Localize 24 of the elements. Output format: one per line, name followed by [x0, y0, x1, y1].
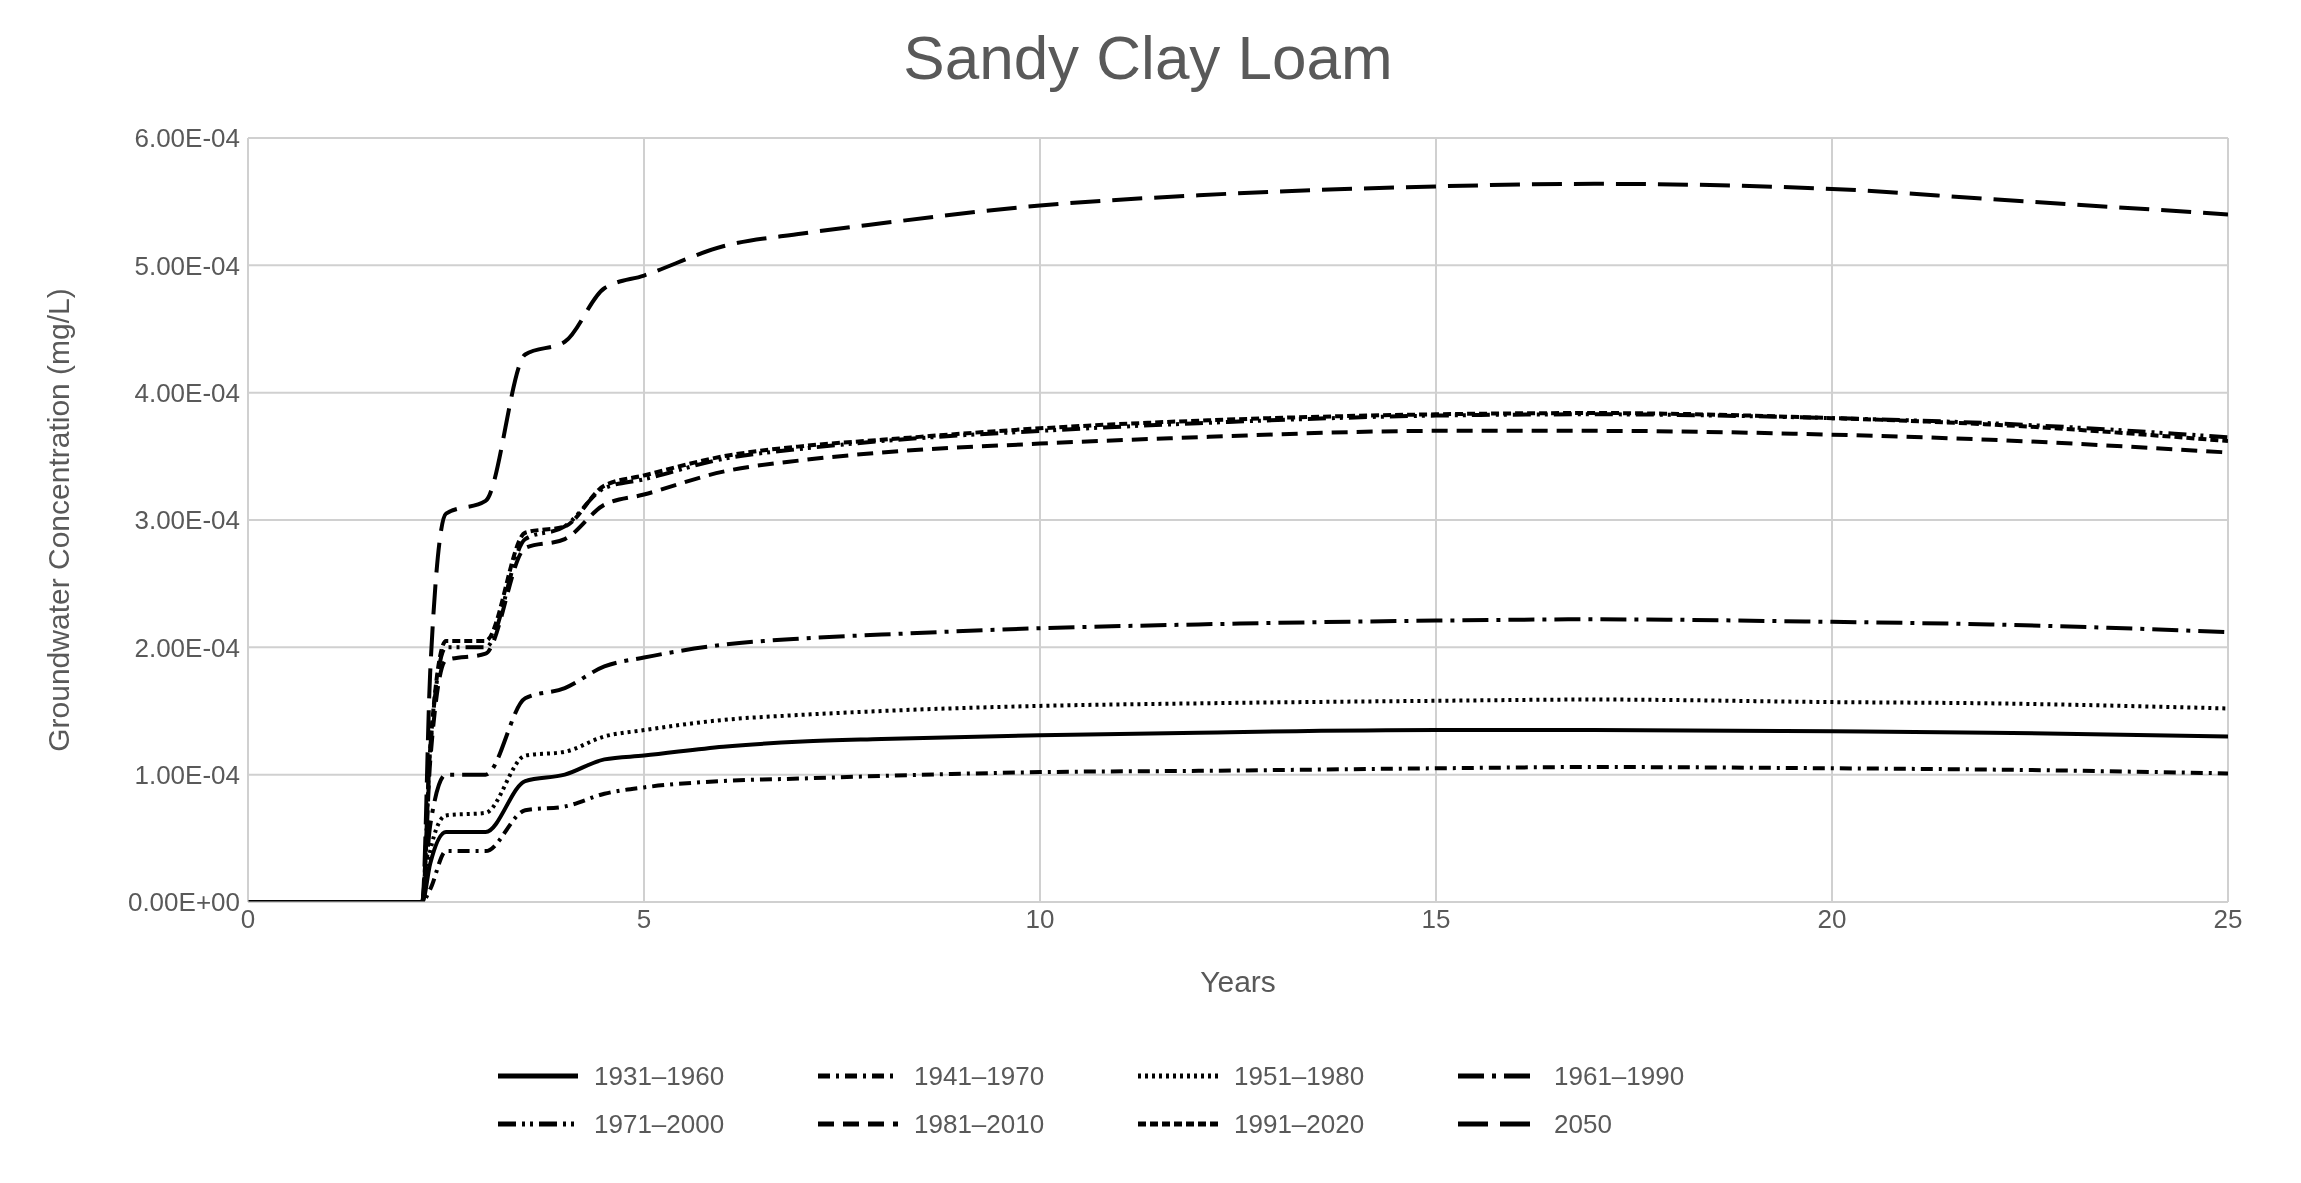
x-tick-label: 0 — [240, 904, 256, 935]
x-tick-label: 10 — [1025, 904, 1055, 935]
x-tick-label: 15 — [1421, 904, 1451, 935]
x-tick-label: 5 — [636, 904, 652, 935]
y-axis-title: Groundwater Concentration (mg/L) — [41, 288, 75, 752]
legend-label: 1981–2010 — [914, 1108, 1045, 1140]
y-tick-label: 6.00E-04 — [134, 123, 240, 154]
y-tick-label: 3.00E-04 — [134, 505, 240, 536]
y-tick-label: 0.00E+00 — [127, 887, 240, 918]
legend-label: 1941–1970 — [914, 1060, 1045, 1092]
x-tick-label: 20 — [1817, 904, 1847, 935]
y-tick-label: 2.00E-04 — [134, 632, 240, 663]
chart-title: Sandy Clay Loam — [902, 22, 1394, 94]
y-tick-label: 4.00E-04 — [134, 377, 240, 408]
legend-label: 1951–1980 — [1234, 1060, 1365, 1092]
x-tick-label: 25 — [2213, 904, 2243, 935]
legend-label: 1991–2020 — [1234, 1108, 1365, 1140]
y-tick-label: 5.00E-04 — [134, 250, 240, 281]
legend-label: 2050 — [1554, 1108, 1612, 1140]
y-tick-label: 1.00E-04 — [134, 759, 240, 790]
legend-label: 1961–1990 — [1554, 1060, 1685, 1092]
legend-label: 1971–2000 — [594, 1108, 725, 1140]
legend-label: 1931–1960 — [594, 1060, 725, 1092]
x-axis-title: Years — [1200, 965, 1276, 998]
